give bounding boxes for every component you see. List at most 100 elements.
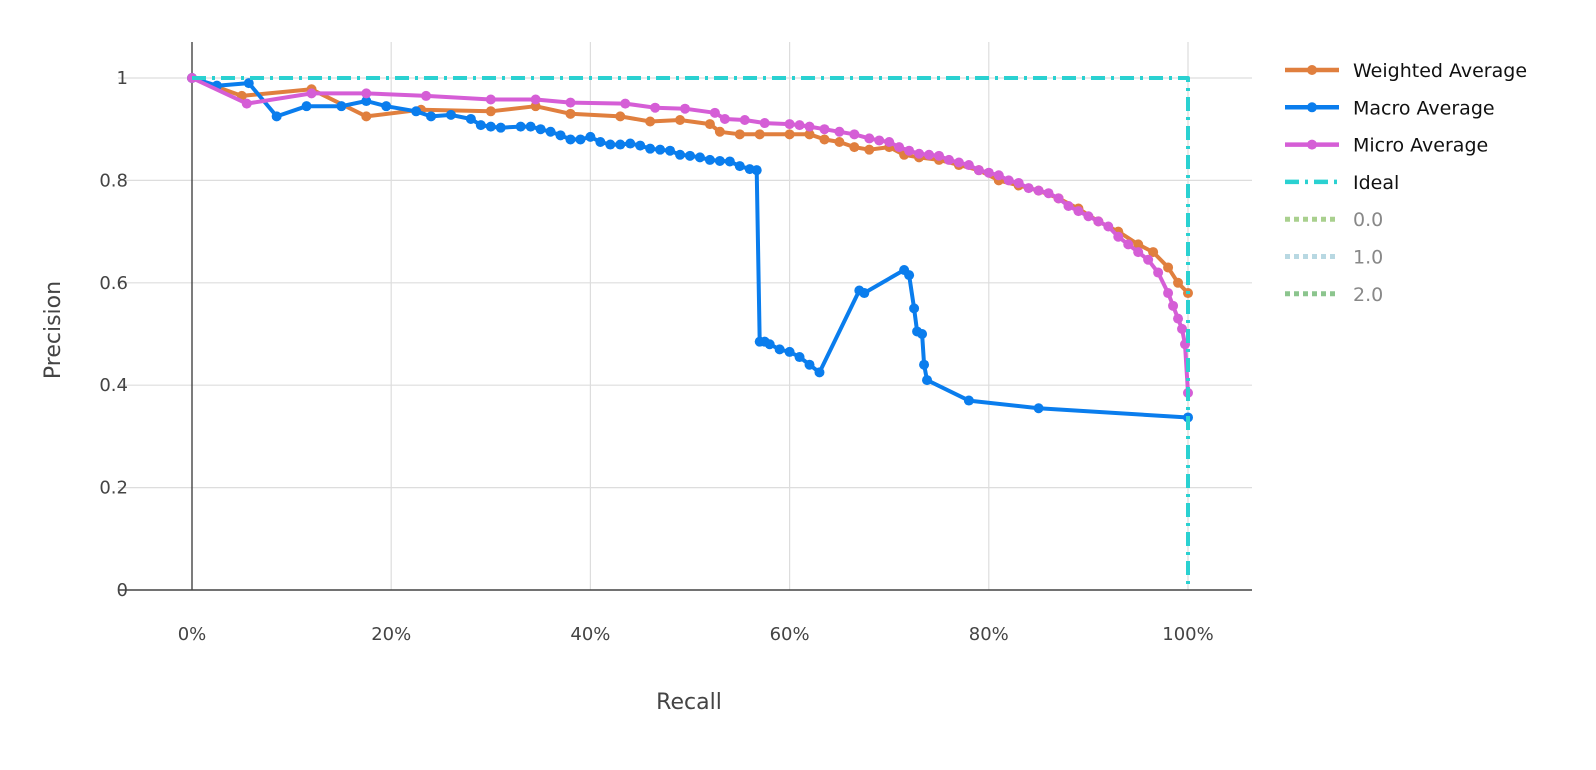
- legend: Weighted Average Macro Average Micro Avera…: [1285, 60, 1527, 306]
- legend-label: 2.0: [1353, 284, 1383, 306]
- data-point: [774, 344, 785, 355]
- legend-label: Ideal: [1353, 172, 1399, 194]
- data-point: [784, 129, 795, 140]
- legend-item-weighted-average[interactable]: Weighted Average: [1285, 60, 1527, 82]
- axes: [118, 42, 1252, 591]
- data-point: [917, 329, 928, 339]
- data-point: [1033, 185, 1044, 196]
- data-point: [655, 144, 666, 155]
- data-point: [704, 119, 715, 130]
- x-tick-label: 40%: [570, 624, 610, 645]
- data-point: [675, 114, 686, 125]
- series-line-macro-average: [190, 76, 1190, 420]
- data-point: [625, 138, 636, 149]
- data-point: [919, 359, 930, 370]
- legend-label: 1.0: [1353, 247, 1383, 269]
- data-point: [635, 140, 646, 151]
- x-axis-title: Recall: [656, 690, 722, 715]
- legend-item-1-0[interactable]: 1.0: [1285, 247, 1383, 269]
- data-point: [739, 114, 750, 125]
- data-point: [575, 134, 586, 145]
- series-micro-average: [187, 73, 1193, 398]
- series-line-micro-average: [190, 76, 1190, 395]
- legend-marker: [1307, 139, 1317, 150]
- data-point: [714, 126, 725, 137]
- data-point: [675, 149, 686, 160]
- y-axis-title: Precision: [41, 281, 66, 379]
- data-point: [764, 339, 775, 350]
- data-point: [336, 101, 347, 112]
- series-line-ideal: [192, 76, 1190, 590]
- data-point: [993, 170, 1004, 181]
- legend-item-macro-average[interactable]: Macro Average: [1285, 97, 1495, 119]
- data-point: [794, 352, 805, 363]
- data-point: [734, 161, 745, 172]
- data-point: [874, 135, 885, 146]
- data-point: [1173, 313, 1184, 324]
- legend-item-ideal[interactable]: Ideal: [1285, 172, 1399, 194]
- data-point: [361, 88, 372, 99]
- data-point: [650, 102, 661, 113]
- data-point: [525, 121, 536, 132]
- legend-label: Macro Average: [1353, 97, 1495, 119]
- data-point: [834, 126, 845, 137]
- data-point: [1163, 262, 1174, 273]
- data-point: [1148, 247, 1159, 258]
- data-point: [751, 165, 762, 176]
- data-point: [361, 111, 372, 122]
- data-point: [834, 137, 845, 147]
- data-point: [784, 119, 795, 130]
- plot-area: [187, 73, 1193, 590]
- data-point: [1023, 183, 1034, 194]
- data-point: [665, 145, 676, 156]
- data-point: [914, 148, 925, 159]
- data-point: [1033, 403, 1044, 414]
- data-point: [704, 154, 715, 165]
- data-point: [535, 124, 546, 135]
- data-point: [943, 154, 954, 165]
- gridlines: [118, 42, 1252, 590]
- data-point: [804, 359, 815, 370]
- data-point: [411, 106, 422, 117]
- data-point: [1113, 231, 1124, 242]
- data-point: [904, 145, 915, 156]
- data-point: [485, 106, 496, 117]
- x-tick-label: 60%: [770, 624, 810, 645]
- data-point: [819, 134, 830, 145]
- data-point: [485, 121, 496, 132]
- data-point: [595, 137, 606, 147]
- data-point: [545, 126, 556, 137]
- data-point: [421, 90, 432, 101]
- legend-marker: [1307, 102, 1317, 113]
- data-point: [515, 121, 526, 132]
- y-tick-label: 0: [117, 580, 128, 601]
- data-point: [243, 78, 254, 89]
- legend-marker: [1307, 65, 1317, 75]
- data-point: [1143, 254, 1154, 265]
- data-point: [585, 131, 596, 142]
- data-point: [1043, 188, 1054, 199]
- y-tick-label: 0.6: [99, 273, 128, 294]
- data-point: [754, 129, 765, 140]
- data-point: [804, 129, 815, 140]
- legend-label: Micro Average: [1353, 135, 1488, 157]
- data-point: [565, 97, 576, 108]
- data-point: [1173, 277, 1184, 288]
- legend-item-0-0[interactable]: 0.0: [1285, 209, 1383, 231]
- data-point: [605, 139, 616, 150]
- data-point: [864, 133, 875, 144]
- data-point: [849, 142, 860, 153]
- data-point: [953, 157, 964, 168]
- data-point: [620, 98, 631, 109]
- legend-item-2-0[interactable]: 2.0: [1285, 284, 1383, 306]
- data-point: [759, 118, 770, 129]
- data-point: [934, 150, 944, 161]
- data-point: [530, 94, 541, 105]
- data-point: [645, 143, 656, 154]
- data-point: [445, 109, 456, 120]
- data-point: [565, 108, 576, 119]
- legend-item-micro-average[interactable]: Micro Average: [1285, 135, 1488, 157]
- data-point: [804, 121, 815, 132]
- data-point: [361, 96, 372, 107]
- data-point: [963, 160, 974, 171]
